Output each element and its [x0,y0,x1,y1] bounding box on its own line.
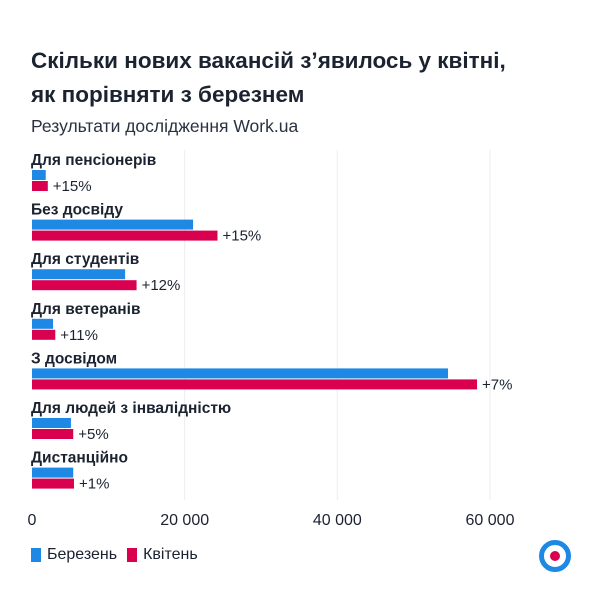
title-line-2: як порівняти з березнем [31,82,305,107]
bar-april [32,478,74,489]
data-label: +12% [142,277,181,294]
chart-title: Скільки нових вакансій з’явилось у квітн… [31,44,591,112]
bar-april [32,429,74,439]
bar-march [32,170,46,180]
x-tick-label: 40 000 [313,512,362,529]
bar-april [32,230,218,241]
category-label: Для людей з інвалідністю [31,400,231,417]
data-label: +5% [78,426,108,443]
category-label: Для ветеранів [31,301,140,318]
bar-april [32,379,478,390]
bar-march [32,269,126,280]
title-line-1: Скільки нових вакансій з’явилось у квітн… [31,48,506,73]
bar-march [32,219,194,230]
legend: Березень Квітень [31,546,198,564]
bar-april [32,181,48,191]
bar-march [32,418,71,428]
x-tick-label: 20 000 [160,512,209,529]
legend-label-april: Квітень [143,546,198,563]
category-label: Дистанційно [31,450,128,467]
data-label: +7% [482,376,512,393]
data-label: +11% [60,327,98,344]
legend-swatch-march [31,548,41,562]
data-label: +15% [53,178,92,195]
bar-march [32,318,53,329]
bar-march [32,467,74,478]
legend-label-march: Березень [47,546,118,563]
category-label: Для студентів [31,251,139,268]
category-label: Для пенсіонерів [31,152,156,169]
legend-swatch-april [127,548,138,562]
bar-april [32,329,56,340]
bar-march [32,368,449,379]
data-label: +15% [222,228,261,245]
workua-logo-icon [539,540,571,572]
bar-april [32,280,137,291]
x-tick-label: 60 000 [466,512,515,529]
category-label: Без досвіду [31,202,123,219]
x-tick-label: 0 [28,512,37,529]
chart-subtitle: Результати дослідження Work.ua [31,116,299,136]
data-label: +1% [79,476,109,493]
category-label: З досвідом [31,350,117,367]
